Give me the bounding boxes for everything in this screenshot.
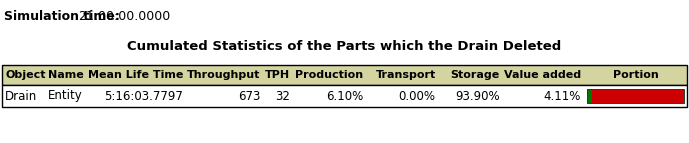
- Bar: [2, 85, 687, 107]
- Bar: [2, 85, 687, 107]
- Text: Name: Name: [48, 70, 83, 80]
- Text: 673: 673: [238, 90, 260, 103]
- Text: 0.00%: 0.00%: [399, 90, 435, 103]
- Bar: [2, 65, 687, 85]
- Text: Mean Life Time: Mean Life Time: [88, 70, 183, 80]
- Text: Simulation time:: Simulation time:: [4, 10, 120, 23]
- Text: Drain: Drain: [5, 90, 37, 103]
- Text: Transport: Transport: [376, 70, 435, 80]
- Text: Entity: Entity: [48, 90, 83, 103]
- Text: Value added: Value added: [504, 70, 582, 80]
- Text: Cumulated Statistics of the Parts which the Drain Deleted: Cumulated Statistics of the Parts which …: [127, 40, 562, 53]
- Text: 6.10%: 6.10%: [326, 90, 363, 103]
- Text: 32: 32: [275, 90, 290, 103]
- Text: Portion: Portion: [613, 70, 659, 80]
- Text: Production: Production: [295, 70, 363, 80]
- Text: 21:00:00.0000: 21:00:00.0000: [78, 10, 170, 23]
- Bar: [587, 89, 592, 103]
- Bar: [592, 89, 684, 103]
- Text: 4.11%: 4.11%: [544, 90, 582, 103]
- Bar: [587, 89, 684, 103]
- Text: 93.90%: 93.90%: [455, 90, 500, 103]
- Text: Object: Object: [5, 70, 45, 80]
- Text: Storage: Storage: [451, 70, 500, 80]
- Text: 5:16:03.7797: 5:16:03.7797: [104, 90, 183, 103]
- Text: Throughput: Throughput: [187, 70, 260, 80]
- Text: TPH: TPH: [265, 70, 290, 80]
- Bar: [2, 65, 687, 85]
